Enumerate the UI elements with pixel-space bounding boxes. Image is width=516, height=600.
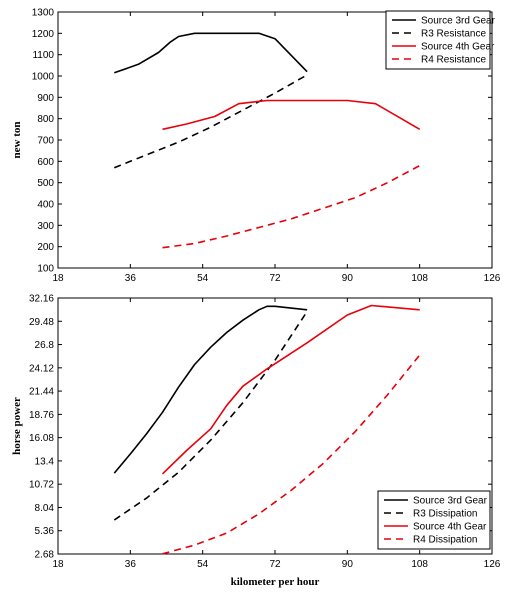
legend-label-1: R3 Dissipation bbox=[413, 509, 477, 520]
y-tick-label: 500 bbox=[37, 178, 54, 189]
y-tick-label: 18.76 bbox=[29, 410, 54, 421]
x-tick-label: 90 bbox=[342, 273, 354, 284]
y-tick-label: 13.4 bbox=[35, 456, 55, 467]
y-axis-title: new ton bbox=[11, 122, 23, 159]
legend-label-2: Source 4th Gear bbox=[421, 42, 495, 53]
legend-label-3: R4 Resistance bbox=[421, 55, 486, 66]
legend-label-0: Source 3rd Gear bbox=[421, 16, 496, 27]
y-tick-label: 2.68 bbox=[35, 550, 55, 561]
y-tick-label: 1300 bbox=[32, 8, 55, 19]
series-line-2 bbox=[161, 304, 420, 475]
x-tick-label: 108 bbox=[411, 273, 428, 284]
y-tick-label: 5.36 bbox=[35, 526, 55, 537]
y-tick-label: 16.08 bbox=[29, 433, 54, 444]
series-line-0 bbox=[113, 305, 308, 474]
x-tick-label: 36 bbox=[125, 273, 137, 284]
y-tick-label: 900 bbox=[37, 93, 54, 104]
y-tick-label: 26.8 bbox=[35, 340, 55, 351]
series-line-2 bbox=[162, 99, 421, 131]
y-tick-label: 1000 bbox=[32, 72, 55, 83]
legend-label-3: R4 Dissipation bbox=[413, 535, 477, 546]
y-tick-label: 300 bbox=[37, 221, 54, 232]
x-tick-label: 126 bbox=[484, 273, 501, 284]
y-tick-label: 32.16 bbox=[29, 294, 54, 305]
x-tick-label: 36 bbox=[125, 559, 137, 570]
legend-label-2: Source 4th Gear bbox=[413, 522, 487, 533]
y-tick-label: 600 bbox=[37, 157, 54, 168]
y-tick-label: 24.12 bbox=[29, 363, 54, 374]
series-line-1 bbox=[114, 74, 308, 169]
y-tick-label: 1200 bbox=[32, 29, 55, 40]
y-tick-label: 400 bbox=[37, 200, 54, 211]
x-tick-label: 108 bbox=[411, 559, 428, 570]
x-axis-title: kilometer per hour bbox=[231, 576, 320, 588]
x-tick-label: 126 bbox=[484, 559, 501, 570]
series-line-1 bbox=[113, 311, 308, 521]
y-tick-label: 21.44 bbox=[29, 387, 54, 398]
legend: Source 3rd Gear R3 Dissipation Source 4th … bbox=[377, 490, 491, 550]
y-tick-label: 100 bbox=[37, 264, 54, 275]
top-chart-force: 18 36 54 72 90 108 126 100 200 300 400 500 600 700 800… bbox=[11, 8, 501, 285]
y-tick-label: 29.48 bbox=[29, 317, 54, 328]
x-tick-label: 72 bbox=[269, 273, 281, 284]
y-tick-label: 1100 bbox=[32, 50, 54, 61]
legend: Source 3rd Gear R3 Resistance Source 4th G… bbox=[385, 10, 496, 70]
legend-label-0: Source 3rd Gear bbox=[413, 496, 488, 507]
y-tick-label: 10.72 bbox=[29, 480, 54, 491]
y-tick-label: 700 bbox=[37, 136, 54, 147]
x-tick-label: 72 bbox=[269, 559, 281, 570]
x-tick-label: 18 bbox=[52, 559, 64, 570]
series-line-0 bbox=[114, 32, 308, 74]
x-tick-label: 90 bbox=[342, 559, 354, 570]
series-line-3 bbox=[162, 354, 421, 555]
y-axis-title: horse power bbox=[11, 397, 23, 455]
series-line-3 bbox=[162, 164, 421, 249]
x-tick-label: 54 bbox=[197, 273, 209, 284]
x-tick-label: 18 bbox=[52, 273, 64, 284]
x-tick-label: 54 bbox=[197, 559, 209, 570]
y-tick-label: 800 bbox=[37, 114, 54, 125]
y-tick-label: 8.04 bbox=[35, 503, 55, 514]
bottom-chart-power: 18 36 54 72 90 108 126 2.68 5.36 8.04 10.72 13.4 16.… bbox=[11, 294, 501, 589]
y-tick-label: 200 bbox=[37, 242, 54, 253]
legend-label-1: R3 Resistance bbox=[421, 29, 486, 40]
legend-box bbox=[385, 10, 491, 70]
